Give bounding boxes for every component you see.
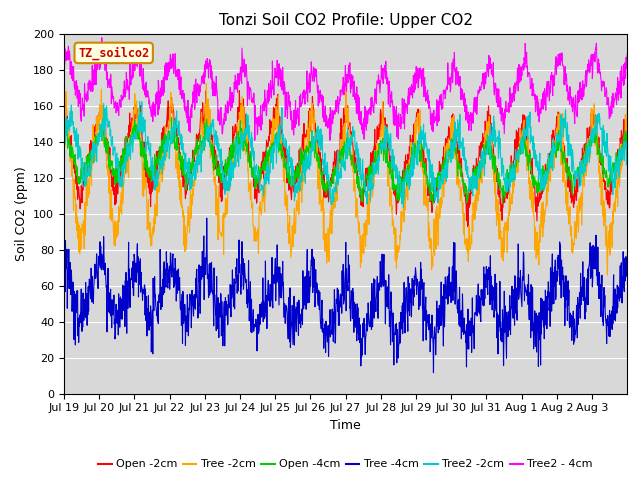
Open -4cm	[148, 159, 156, 165]
Line: Tree2 -2cm: Tree2 -2cm	[64, 101, 627, 207]
Tree -2cm	[479, 171, 486, 177]
Tree2 -2cm	[623, 140, 631, 146]
Tree -4cm	[562, 304, 570, 310]
Open -4cm	[429, 202, 436, 207]
Tree -4cm	[60, 253, 68, 259]
Open -2cm	[623, 127, 631, 133]
Tree -4cm	[148, 324, 156, 329]
Tree2 -2cm	[332, 184, 339, 190]
Legend: Open -2cm, Tree -2cm, Open -4cm, Tree -4cm, Tree2 -2cm, Tree2 - 4cm: Open -2cm, Tree -2cm, Open -4cm, Tree -4…	[94, 455, 597, 474]
Tree2 - 4cm	[60, 56, 68, 62]
Tree -2cm	[623, 100, 631, 106]
Tree2 -2cm	[60, 130, 68, 135]
Open -4cm	[617, 155, 625, 160]
Line: Tree -4cm: Tree -4cm	[64, 218, 627, 373]
Tree -4cm	[617, 295, 625, 301]
Open -2cm	[464, 224, 472, 229]
Open -2cm	[479, 140, 487, 146]
Open -2cm	[148, 189, 156, 194]
Open -4cm	[168, 115, 175, 120]
Line: Tree2 - 4cm: Tree2 - 4cm	[64, 38, 627, 140]
Tree -4cm	[429, 370, 437, 376]
Open -2cm	[617, 140, 625, 145]
Tree -4cm	[332, 340, 339, 346]
Tree -2cm	[60, 113, 68, 119]
Tree2 - 4cm	[562, 75, 570, 81]
Open -2cm	[321, 183, 328, 189]
Y-axis label: Soil CO2 (ppm): Soil CO2 (ppm)	[15, 166, 28, 261]
Open -2cm	[236, 88, 243, 94]
Open -4cm	[321, 186, 328, 192]
Tree2 - 4cm	[148, 102, 156, 108]
Tree -4cm	[623, 253, 631, 259]
Open -2cm	[562, 165, 570, 171]
Open -4cm	[623, 130, 631, 135]
Tree2 - 4cm	[617, 68, 625, 74]
Tree -4cm	[479, 287, 487, 293]
Tree -2cm	[561, 184, 569, 190]
Tree2 -2cm	[562, 107, 570, 113]
Line: Tree -2cm: Tree -2cm	[64, 83, 627, 275]
Open -4cm	[562, 156, 570, 162]
Tree -2cm	[321, 240, 328, 246]
Tree2 -2cm	[148, 155, 156, 160]
Tree -2cm	[202, 80, 210, 86]
Open -4cm	[332, 164, 339, 170]
Line: Open -4cm: Open -4cm	[64, 118, 627, 204]
Tree -2cm	[332, 203, 339, 208]
Tree2 - 4cm	[98, 35, 106, 41]
Tree2 -2cm	[321, 160, 328, 166]
Tree -4cm	[203, 215, 211, 221]
Tree2 - 4cm	[332, 103, 339, 109]
Tree2 - 4cm	[251, 137, 259, 143]
Line: Open -2cm: Open -2cm	[64, 91, 627, 227]
Tree -2cm	[148, 233, 156, 239]
Tree2 - 4cm	[479, 77, 487, 83]
Text: TZ_soilco2: TZ_soilco2	[78, 46, 149, 60]
X-axis label: Time: Time	[330, 419, 361, 432]
Tree2 - 4cm	[623, 51, 631, 57]
Open -2cm	[60, 112, 68, 118]
Open -4cm	[60, 132, 68, 137]
Open -4cm	[479, 153, 487, 159]
Tree2 -2cm	[617, 154, 625, 159]
Tree2 -2cm	[479, 149, 487, 155]
Tree2 -2cm	[136, 98, 143, 104]
Title: Tonzi Soil CO2 Profile: Upper CO2: Tonzi Soil CO2 Profile: Upper CO2	[219, 13, 472, 28]
Tree -2cm	[617, 170, 625, 176]
Tree2 - 4cm	[321, 114, 329, 120]
Tree -4cm	[321, 330, 328, 336]
Tree2 -2cm	[399, 204, 407, 210]
Tree -2cm	[604, 272, 611, 278]
Open -2cm	[332, 152, 339, 157]
